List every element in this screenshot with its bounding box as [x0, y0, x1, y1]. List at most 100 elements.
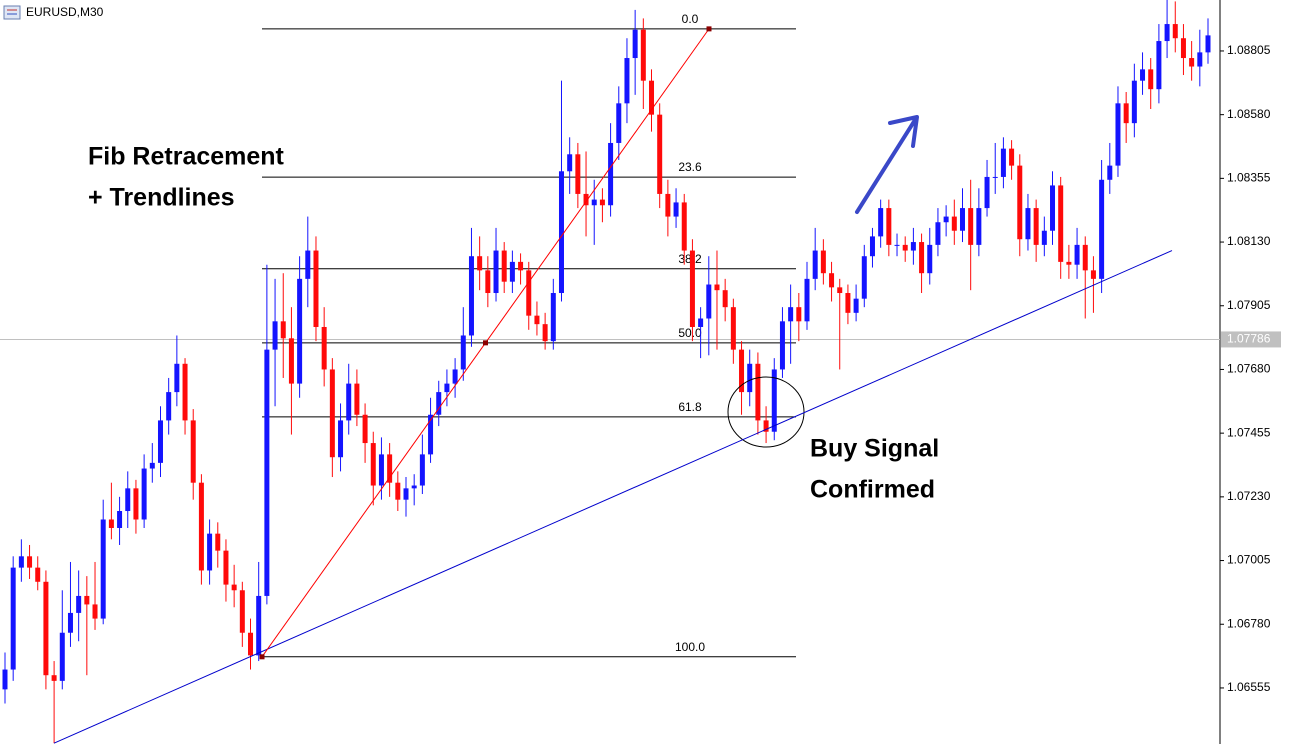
candle-body: [771, 369, 777, 432]
candle-body: [820, 250, 826, 274]
candle-body: [288, 338, 294, 384]
candle-body: [67, 612, 73, 633]
candle-body: [730, 307, 736, 350]
candle-body: [649, 80, 655, 115]
candle-body: [1025, 208, 1031, 240]
trendline: [53, 250, 1173, 744]
candle-body: [182, 363, 188, 421]
candle-body: [583, 193, 589, 206]
candle-body: [1115, 103, 1121, 166]
fib-label: 100.0: [675, 640, 705, 654]
candle-body: [1172, 24, 1178, 39]
candle-body: [166, 392, 172, 421]
candle-body: [207, 533, 213, 571]
candle-body: [526, 270, 532, 316]
candle-body: [804, 278, 810, 322]
candle-body: [1164, 24, 1170, 42]
candles: [2, 0, 1211, 744]
candle-body: [673, 202, 679, 217]
candle-body: [1050, 185, 1056, 231]
fib-anchor-point: [259, 654, 265, 660]
candle-body: [518, 261, 524, 271]
up-arrow: [855, 115, 919, 214]
candle-body: [362, 414, 368, 444]
candle-body: [370, 443, 376, 486]
candle-body: [796, 307, 802, 322]
candle-body: [1000, 148, 1006, 177]
candle-body: [558, 171, 564, 294]
candle-body: [1074, 244, 1080, 265]
candle-body: [43, 581, 49, 676]
symbol-icon: [3, 5, 21, 20]
candle-body: [1156, 41, 1162, 90]
candle-body: [501, 250, 507, 282]
candle-body: [133, 488, 139, 520]
candle-body: [812, 250, 818, 279]
candle-body: [297, 278, 303, 384]
candle-body: [117, 511, 123, 528]
candle-body: [919, 242, 925, 274]
candle-body: [51, 675, 57, 681]
candle-body: [575, 154, 581, 194]
candle-body: [1033, 208, 1039, 245]
candle-body: [739, 349, 745, 393]
candle-body: [338, 420, 344, 458]
candle-body: [76, 595, 82, 613]
candle-body: [485, 270, 491, 294]
candle-body: [1066, 261, 1072, 265]
candle-body: [248, 632, 254, 656]
candle-body: [256, 595, 262, 656]
candle-body: [1148, 69, 1154, 90]
candle-body: [419, 454, 425, 486]
candle-body: [1009, 148, 1015, 166]
candle-body: [763, 420, 769, 432]
candle-body: [305, 250, 311, 279]
annotation: + Trendlines: [88, 184, 235, 212]
candle-body: [640, 29, 646, 81]
y-tick-label: 1.07455: [1227, 425, 1271, 439]
candle-body: [984, 176, 990, 209]
candle-body: [935, 222, 941, 245]
candle-body: [108, 519, 114, 528]
annotation: Confirmed: [810, 476, 935, 504]
y-tick-label: 1.07005: [1227, 553, 1271, 567]
candle-body: [951, 216, 957, 231]
candle-body: [329, 369, 335, 458]
candle-body: [378, 454, 384, 486]
candle-body: [591, 199, 597, 206]
fib-label: 50.0: [678, 326, 702, 340]
y-tick-label: 1.07905: [1227, 298, 1271, 312]
candle-body: [1140, 69, 1146, 81]
y-tick-label: 1.08130: [1227, 234, 1271, 248]
current-price-label: 1.07786: [1227, 332, 1271, 346]
candle-body: [509, 261, 515, 282]
candle-body: [894, 244, 900, 246]
candle-body: [657, 114, 663, 194]
candle-body: [10, 567, 16, 670]
annotation: Buy Signal: [810, 435, 939, 463]
candle-body: [2, 669, 8, 690]
candle-body: [1197, 52, 1203, 67]
candle-body: [460, 335, 466, 370]
candle-body: [722, 290, 728, 308]
candle-body: [1099, 179, 1105, 279]
candle-body: [59, 632, 65, 681]
fib-label: 23.6: [678, 160, 702, 174]
candle-body: [1205, 35, 1211, 53]
annotation: Fib Retracement: [88, 143, 285, 171]
candle-body: [272, 321, 278, 350]
candle-body: [395, 482, 401, 500]
y-tick-label: 1.07680: [1227, 362, 1271, 376]
candle-body: [1180, 38, 1186, 59]
candle-body: [878, 208, 884, 237]
candle-body: [346, 383, 352, 421]
candle-body: [534, 315, 540, 325]
candle-body: [788, 307, 794, 322]
y-tick-label: 1.08805: [1227, 43, 1271, 57]
candle-body: [829, 273, 835, 288]
candle-body: [943, 216, 949, 223]
